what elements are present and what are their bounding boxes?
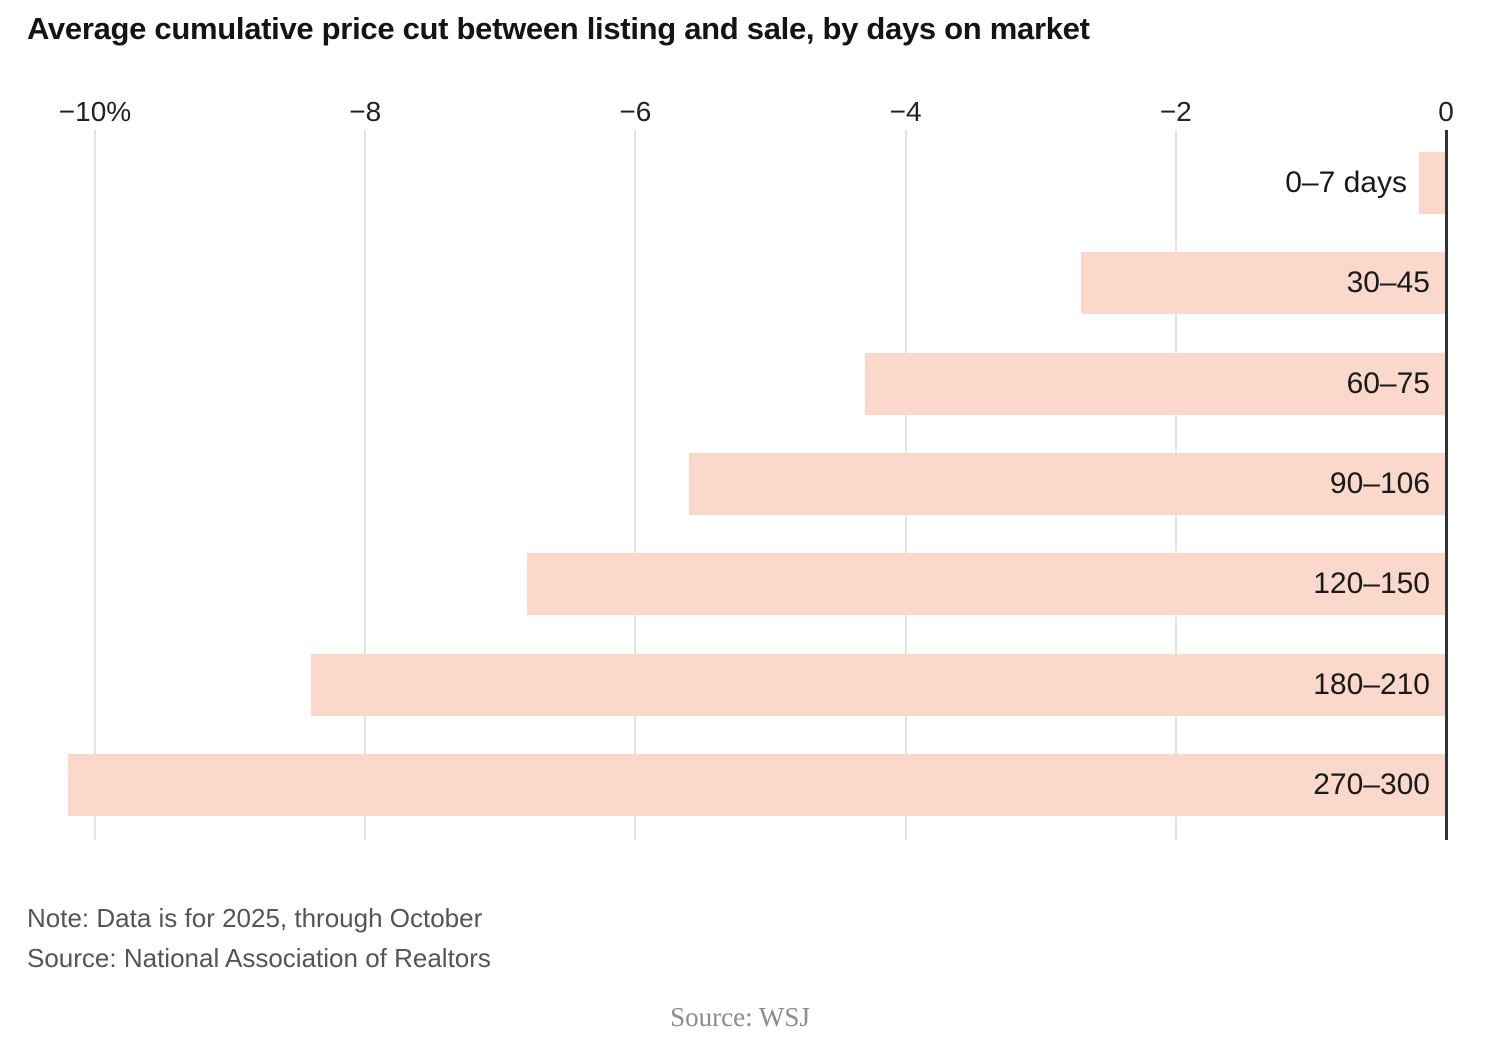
bar: [1418, 152, 1445, 214]
bar-category-label: 30–45: [1346, 266, 1430, 300]
bar-category-label: 270–300: [1313, 767, 1430, 801]
bar: [527, 553, 1445, 616]
chart-note: Note: Data is for 2025, through October: [27, 903, 483, 933]
bar-category-label: 0–7 days: [1285, 166, 1407, 199]
x-tick-label: 0: [1438, 96, 1454, 127]
chart-title: Average cumulative price cut between lis…: [27, 11, 1090, 46]
publisher-credit: Source: WSJ: [670, 1002, 810, 1032]
chart-source: Source: National Association of Realtors: [27, 943, 491, 973]
bar-category-label: 120–150: [1313, 567, 1430, 601]
x-tick-label: −8: [349, 96, 382, 127]
zero-axis-line: [1445, 130, 1448, 840]
bar-category-label: 180–210: [1313, 667, 1430, 701]
bar-category-label: 90–106: [1329, 466, 1430, 500]
bar: [67, 753, 1445, 816]
x-tick-label: −10%: [58, 96, 132, 127]
bar-category-label: 60–75: [1346, 366, 1430, 400]
bar: [865, 352, 1445, 415]
x-tick-label: −6: [619, 96, 652, 127]
gridline: [364, 130, 367, 840]
gridline: [634, 130, 637, 840]
x-tick-label: −4: [889, 96, 922, 127]
x-tick-label: −2: [1159, 96, 1192, 127]
bar: [689, 452, 1445, 515]
gridline: [94, 130, 96, 840]
bar: [1081, 252, 1445, 315]
bar: [311, 653, 1445, 716]
